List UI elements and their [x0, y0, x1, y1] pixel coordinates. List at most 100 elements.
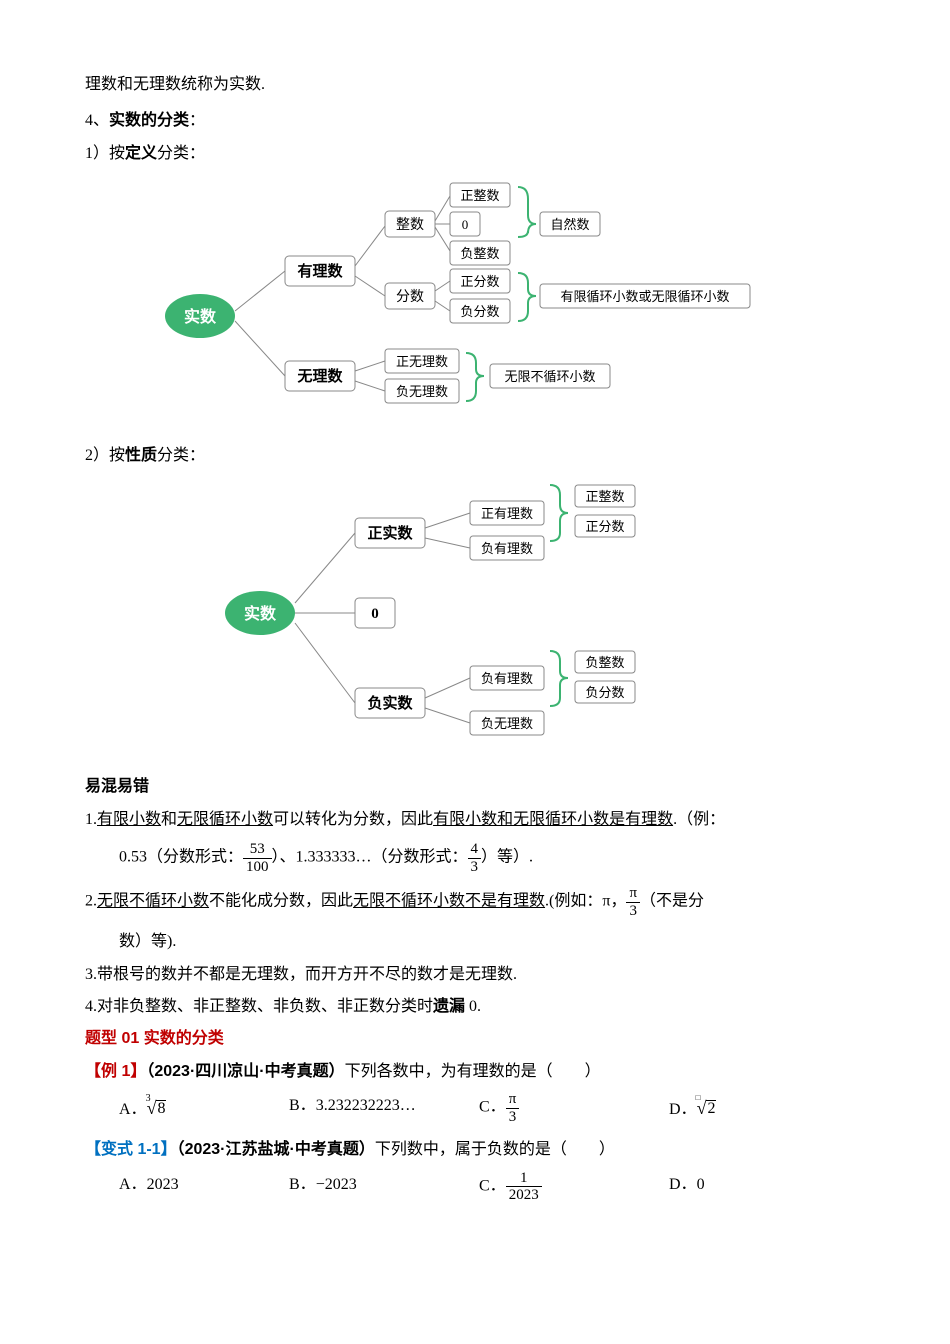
d2-negfrac: 负分数 [585, 685, 624, 700]
err1-indent-b: ）、1.333333…（分数形式： [272, 849, 468, 866]
by-def-bold: 定义 [125, 145, 157, 162]
err1-e: 可以转化为分数，因此 [273, 811, 433, 828]
d1-brace [518, 187, 536, 237]
diagram-2-container: 实数 正实数 0 负实数 正有理数 负有理数 正整数 正分数 负有理数 负无理数… [85, 483, 865, 754]
d1-line [355, 381, 385, 391]
var1-label: 【变式 1-1】 [85, 1141, 177, 1158]
d2-negint: 负整数 [585, 655, 624, 670]
var1-c-num: 1 [506, 1170, 542, 1188]
root-text: 实数 [184, 307, 217, 326]
d1-natural: 自然数 [550, 217, 589, 232]
err2-frac: π3 [626, 885, 640, 919]
ex1-c-label: C． [479, 1099, 506, 1116]
var1-b-val: −2023 [316, 1176, 357, 1193]
err2-d: 无限不循环小数不是有理数 [353, 893, 545, 910]
ex1-a-label: A． [119, 1101, 147, 1118]
d2-negreal: 负实数 [367, 694, 413, 712]
ex1-q: 下列各数中，为有理数的是（ ） [345, 1063, 601, 1080]
err3-line: 3.带根号的数并不都是无理数，而开方开不尽的数才是无理数. [85, 960, 865, 990]
diagram-1-container: 实数 有理数 无理数 整数 分数 正整数 0 负整数 正分数 负分数 正无理数 … [85, 181, 865, 422]
ex1-choice-b: B．3.232232223… [289, 1091, 479, 1125]
ex1-d-label: D． [669, 1101, 697, 1118]
err2-e: .(例如：π， [545, 893, 626, 910]
by-def-a: 1）按 [85, 145, 125, 162]
ex1-src: （2023·四川凉山·中考真题） [146, 1063, 344, 1080]
var1-b-label: B． [289, 1176, 316, 1193]
var1-line: 【变式 1-1】（2023·江苏盐城·中考真题）下列数中，属于负数的是（ ） [85, 1135, 865, 1165]
d2-brace [550, 651, 568, 706]
err2-b: 无限不循环小数 [97, 893, 209, 910]
ex1-choice-c: C．π3 [479, 1091, 669, 1125]
err2-line: 2.无限不循环小数不能化成分数，因此无限不循环小数不是有理数.(例如：π，π3（… [85, 885, 865, 919]
d2-line [425, 513, 470, 528]
d1-posint: 正整数 [460, 188, 499, 203]
d1-int: 整数 [396, 217, 424, 233]
err1-indent-c: ）等）. [481, 849, 533, 866]
d1-negfrac: 负分数 [460, 304, 499, 319]
var1-c-frac: 12023 [506, 1170, 542, 1204]
easy-err-title: 易混易错 [85, 772, 865, 802]
d1-negint: 负整数 [460, 246, 499, 261]
ex1-choices: A．3√8 B．3.232232223… C．π3 D．□√2 [119, 1091, 865, 1125]
d1-line [435, 301, 450, 311]
d2-zero: 0 [371, 606, 379, 622]
sec4-colon: ： [189, 112, 205, 129]
by-property-line: 2）按性质分类： [85, 441, 865, 471]
var1-q: 下列数中，属于负数的是（ ） [375, 1141, 615, 1158]
sec4-num: 4、 [85, 112, 109, 129]
var1-d-val: 0 [697, 1176, 705, 1193]
d2-line [295, 533, 355, 603]
err1-a: 1. [85, 811, 97, 828]
d2-posreal: 正实数 [367, 524, 413, 542]
ex1-b-label: B． [289, 1097, 316, 1114]
err4-a: 4.对非负整数、非正整数、非负数、非正数分类时 [85, 998, 433, 1015]
err4-c: 0. [465, 998, 481, 1015]
err2-frac-den: 3 [626, 903, 640, 920]
d1-brace [518, 273, 536, 321]
var1-choice-c: C．12023 [479, 1170, 669, 1204]
d1-finite: 有限循环小数或无限循环小数 [560, 289, 729, 304]
err1-b: 有限小数 [97, 811, 161, 828]
ex1-a-val: 8 [156, 1100, 166, 1117]
err1-frac2-den: 3 [468, 859, 482, 876]
err1-f: 有限小数和无限循环小数是有理数 [433, 811, 673, 828]
err2-f: （不是分 [640, 893, 704, 910]
ex1-d-val: 2 [706, 1100, 716, 1117]
err1-c: 和 [161, 811, 177, 828]
d1-infnon: 无限不循环小数 [504, 369, 595, 384]
d1-line [355, 361, 385, 371]
qtype-title: 题型 01 实数的分类 [85, 1024, 865, 1054]
d2-negrat2: 负有理数 [481, 671, 533, 686]
d2-line [425, 538, 470, 548]
d2-posint: 正整数 [585, 489, 624, 504]
err4-line: 4.对非负整数、非正整数、非负数、非正数分类时遗漏 0. [85, 992, 865, 1022]
d1-line [435, 196, 450, 221]
d1-youli: 有理数 [297, 262, 343, 280]
d1-line [355, 226, 385, 266]
err4-b: 遗漏 [433, 998, 465, 1015]
err2-a: 2. [85, 893, 97, 910]
box-idx-icon: □ [696, 1090, 701, 1105]
d1-line [435, 227, 450, 251]
ex1-line: 【例 1】（2023·四川凉山·中考真题）下列各数中，为有理数的是（ ） [85, 1057, 865, 1087]
err2-frac-num: π [626, 885, 640, 903]
d1-line [435, 281, 450, 291]
err1-indent-line: 0.53（分数形式：53100）、1.333333…（分数形式：43）等）. [119, 841, 865, 875]
diagram-1: 实数 有理数 无理数 整数 分数 正整数 0 负整数 正分数 负分数 正无理数 … [140, 181, 810, 411]
ex1-c-frac: π3 [506, 1091, 520, 1125]
ex1-c-num: π [506, 1091, 520, 1109]
d2-negrat: 负有理数 [481, 541, 533, 556]
d1-posfrac: 正分数 [460, 274, 499, 289]
var1-choice-d: D．0 [669, 1170, 819, 1204]
cube-root-icon: 3√8 [147, 1091, 167, 1125]
d1-wuli: 无理数 [296, 367, 343, 385]
err1-g: .（例： [673, 811, 725, 828]
var1-a-label: A． [119, 1176, 147, 1193]
d2-line [295, 623, 355, 703]
nth-root-icon: □√2 [697, 1091, 717, 1125]
var1-src: （2023·江苏盐城·中考真题） [177, 1141, 375, 1158]
err1-line: 1.有限小数和无限循环小数可以转化为分数，因此有限小数和无限循环小数是有理数.（… [85, 805, 865, 835]
by-def-tail: 分类： [157, 145, 205, 162]
err1-frac2-num: 4 [468, 841, 482, 859]
top-line: 理数和无理数统称为实数. [85, 70, 865, 100]
